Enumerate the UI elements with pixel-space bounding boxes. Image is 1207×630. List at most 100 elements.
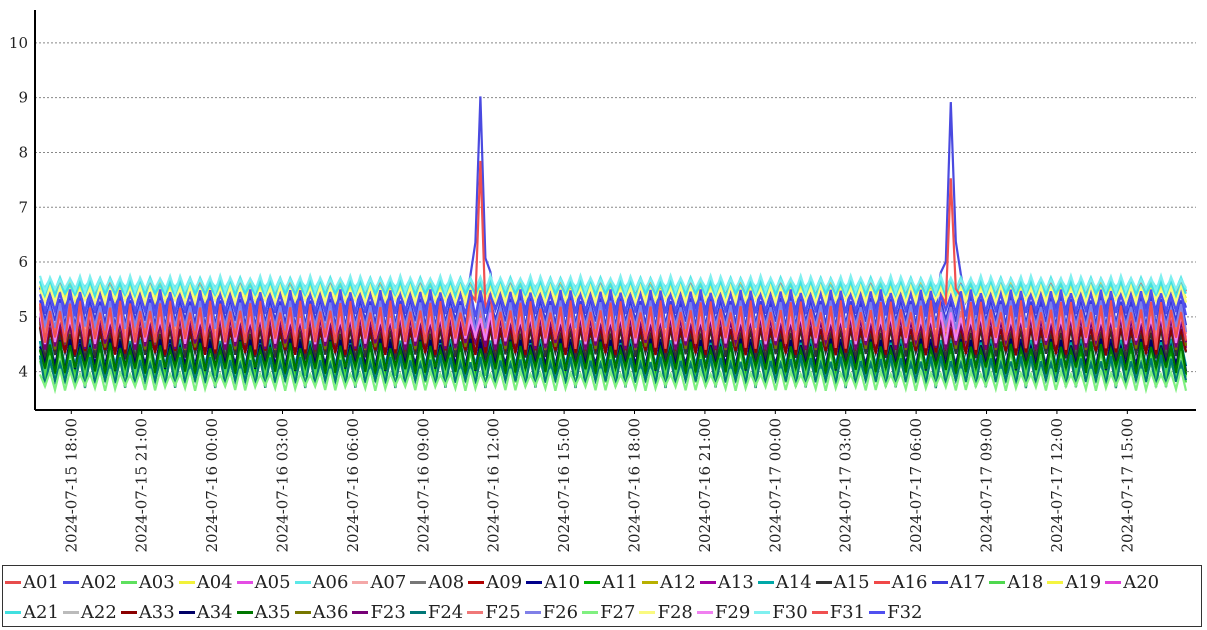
legend-swatch [62,580,79,584]
series-line-f24 [38,355,1188,389]
legend-item-f27: F27 [580,597,635,627]
x-tick-label: 2024-07-16 21:00 [696,418,714,552]
legend-label: A13 [717,571,754,593]
legend-label: F29 [714,601,751,623]
legend-item-a21: A21 [3,597,59,627]
legend-swatch [757,580,774,584]
legend-item-f28: F28 [637,597,693,627]
x-tick-label: 2024-07-16 12:00 [485,418,503,552]
legend-item-f23: F23 [350,597,406,627]
x-tick-label: 2024-07-17 00:00 [766,418,784,552]
axes [34,10,1196,411]
legend-swatch [582,610,599,614]
legend-item-a22: A22 [61,597,117,627]
legend-swatch [352,610,369,614]
series-line-f31 [38,160,1188,350]
legend-label: A20 [1123,571,1160,593]
legend-swatch [699,580,716,584]
legend-swatch [5,610,21,614]
legend-swatch [236,610,253,614]
legend-item-a12: A12 [640,567,696,597]
legend-swatch [236,580,253,584]
y-tick-label: 6 [18,253,28,271]
legend-swatch [468,580,485,584]
legend-item-a02: A02 [61,567,117,597]
legend-item-a20: A20 [1103,567,1159,597]
legend-label: A19 [1065,571,1102,593]
legend-swatch [5,580,21,584]
legend-swatch [294,610,311,614]
legend-swatch [754,610,771,614]
series-line-a35 [38,341,1188,375]
legend-swatch [467,610,484,614]
x-tick-label: 2024-07-15 18:00 [62,418,80,552]
series-line-f28 [38,283,1188,307]
legend-label: A06 [312,571,349,593]
chart-canvas: 4 5 6 7 8 9 10 2024-07-15 18:00 2024-07-15 21:00… [9,10,1196,553]
legend-item-a13: A13 [698,567,754,597]
legend-swatch [1047,580,1064,584]
x-tick-label: 2024-07-16 09:00 [414,418,432,552]
legend-item-a11: A11 [582,567,638,597]
legend-label: A03 [138,571,175,593]
legend-label: A33 [138,601,175,623]
legend-swatch [120,610,137,614]
x-tick-label: 2024-07-17 06:00 [907,418,925,552]
legend-swatch [178,610,195,614]
x-tick-label: 2024-07-17 09:00 [978,418,996,552]
legend-item-a07: A07 [350,567,406,597]
legend-item-f26: F26 [523,597,578,627]
x-tick-label: 2024-07-17 15:00 [1118,418,1136,552]
y-tick-label: 7 [18,198,28,216]
legend-label: F28 [657,601,693,623]
legend-item-a17: A17 [930,567,985,597]
legend-item-a03: A03 [119,567,175,597]
legend-label: A10 [544,571,581,593]
legend-label: F32 [887,601,923,623]
legend-item-a08: A08 [408,567,464,597]
x-tick-label: 2024-07-16 18:00 [626,418,644,552]
legend-label: F27 [600,601,636,623]
legend-label: A04 [196,571,233,593]
legend-swatch [641,580,658,584]
legend-swatch [931,580,948,584]
legend-swatch [811,610,828,614]
legend-swatch [526,580,543,584]
series-line-a21 [38,277,1187,302]
legend-label: A09 [486,571,523,593]
legend-swatch [873,580,890,584]
legend-label: A05 [254,571,291,593]
legend-label: A34 [196,601,233,623]
legend: A01 A02 A03 A04 A05 A06 A07 A08 A09 A10 A11 A12 A13 A… [2,565,1202,627]
legend-swatch [815,580,832,584]
x-tick-label: 2024-07-16 06:00 [344,418,362,552]
legend-item-f30: F30 [752,597,808,627]
legend-item-a01: A01 [3,567,59,597]
legend-label: A22 [80,601,117,623]
legend-swatch [524,610,541,614]
legend-swatch [120,580,137,584]
y-tick-label: 5 [18,308,28,326]
legend-item-f29: F29 [695,597,750,627]
legend-label: A14 [775,571,812,593]
legend-label: A08 [428,571,465,593]
legend-item-a18: A18 [987,567,1043,597]
tick-labels: 4 5 6 7 8 9 10 2024-07-15 18:00 2024-07-15 21:00… [9,34,1136,553]
x-tick-label: 2024-07-17 03:00 [837,418,855,552]
y-tick-label: 8 [18,143,28,161]
legend-item-a04: A04 [177,567,233,597]
legend-item-a19: A19 [1045,567,1101,597]
legend-swatch [178,580,195,584]
legend-label: A11 [602,571,638,593]
legend-item-f24: F24 [408,597,463,627]
legend-item-a15: A15 [814,567,870,597]
legend-label: F24 [427,601,464,623]
legend-label: A02 [80,571,117,593]
legend-swatch [410,580,427,584]
legend-label: A12 [659,571,696,593]
legend-label: A36 [312,601,349,623]
legend-item-a33: A33 [119,597,175,627]
x-tick-label: 2024-07-16 15:00 [555,418,573,552]
legend-label: A21 [23,601,59,623]
x-tick-label: 2024-07-15 21:00 [133,418,151,552]
